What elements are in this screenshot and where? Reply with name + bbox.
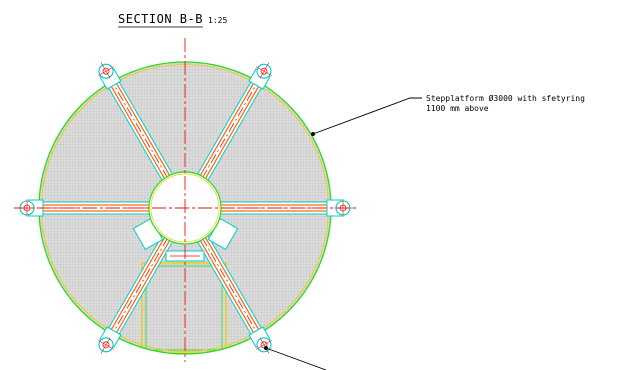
lug-cross-v	[98, 66, 114, 76]
mounting-lug	[98, 62, 122, 90]
section-title: SECTION B-B	[118, 12, 203, 26]
lug-cross-v	[98, 340, 114, 350]
callout-lug	[264, 346, 327, 370]
leader-line-platform	[312, 97, 422, 135]
beam-centerline	[111, 81, 169, 179]
callout-platform: Stepplatform Ø3000 with sfetyring 1100 m…	[311, 93, 585, 136]
lug-cross-h	[259, 337, 270, 354]
beam-centerline	[201, 237, 259, 335]
platform	[14, 38, 356, 362]
lug-cross-h	[100, 62, 111, 79]
beam-centerline	[111, 237, 169, 335]
lug-cross-h	[259, 62, 270, 79]
bottom-hatch-panel-inner	[145, 265, 223, 351]
radial-beams	[38, 77, 332, 339]
bottom-hatch-panel	[141, 262, 227, 354]
mounting-lug	[248, 326, 272, 354]
leader-line-lug	[265, 347, 327, 370]
beam-centerline	[201, 81, 259, 179]
mounting-lug	[98, 326, 122, 354]
lug-cross-v	[256, 340, 272, 350]
mounting-lug	[248, 62, 272, 90]
section-title-group: SECTION B-B 1:25	[118, 12, 227, 28]
callout-text-line1: Stepplatform Ø3000 with sfetyring	[426, 93, 585, 103]
lug-cross-v	[256, 66, 272, 76]
lug-cross-h	[100, 337, 111, 354]
callout-text-line2: 1100 mm above	[426, 104, 489, 113]
scale-label: 1:25	[208, 16, 227, 25]
mounting-lugs	[17, 62, 353, 354]
